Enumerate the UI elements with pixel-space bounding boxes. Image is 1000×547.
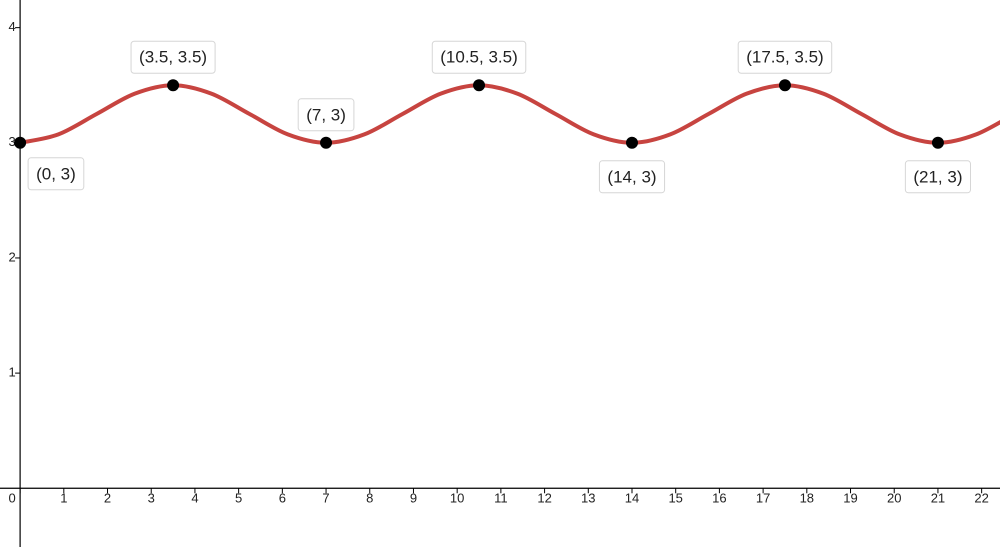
point-label-bg <box>431 40 527 74</box>
x-tick-label: 21 <box>931 491 945 506</box>
y-tick-label: 1 <box>8 365 15 380</box>
point-label-box: (7, 3) <box>297 98 355 132</box>
point-label-box: (0, 3) <box>27 157 85 191</box>
x-tick-label: 16 <box>712 491 726 506</box>
point-label-box: (10.5, 3.5) <box>431 40 527 74</box>
point-label: (0, 3) <box>36 164 76 183</box>
x-tick-label: 8 <box>366 491 373 506</box>
point-label-box: (3.5, 3.5) <box>130 40 216 74</box>
y-tick-label: 4 <box>8 19 15 34</box>
x-tick-label: 19 <box>843 491 857 506</box>
x-tick-label: 11 <box>494 491 508 506</box>
point-label-bg <box>27 157 85 191</box>
x-tick-label: 6 <box>279 491 286 506</box>
point-label: (10.5, 3.5) <box>440 48 518 67</box>
x-tick-label: 9 <box>410 491 417 506</box>
x-tick-label: 5 <box>235 491 242 506</box>
point-label-box: (21, 3) <box>904 160 972 194</box>
x-tick-label: 3 <box>148 491 155 506</box>
point-label: (3.5, 3.5) <box>139 48 207 67</box>
x-tick-label: 17 <box>756 491 770 506</box>
x-tick-label: 20 <box>887 491 901 506</box>
point-label-bg <box>737 40 833 74</box>
x-tick-label: 14 <box>625 491 639 506</box>
x-tick-label: 10 <box>450 491 464 506</box>
point-label-box: (17.5, 3.5) <box>737 40 833 74</box>
point-label-bg <box>297 98 355 132</box>
point <box>778 79 791 92</box>
point <box>14 136 27 149</box>
x-tick-label: 13 <box>581 491 595 506</box>
x-tick-label: 15 <box>668 491 682 506</box>
y-tick-label: 3 <box>8 134 15 149</box>
point-label: (7, 3) <box>306 105 346 124</box>
point-label-bg <box>130 40 216 74</box>
x-tick-label: 1 <box>60 491 67 506</box>
point-label-box: (14, 3) <box>598 160 666 194</box>
point <box>320 136 333 149</box>
x-tick-label: 18 <box>800 491 814 506</box>
point <box>931 136 944 149</box>
x-tick-label: 2 <box>104 491 111 506</box>
point <box>473 79 486 92</box>
point-label-bg <box>904 160 972 194</box>
curve <box>18 83 1000 145</box>
x-tick-label: 0 <box>8 491 15 506</box>
y-tick-label: 2 <box>8 249 15 264</box>
point <box>167 79 180 92</box>
plot-area <box>18 83 1000 145</box>
point-label: (14, 3) <box>607 167 656 186</box>
x-tick-label: 7 <box>322 491 329 506</box>
point-label: (17.5, 3.5) <box>746 48 824 67</box>
x-tick-label: 4 <box>191 491 198 506</box>
point-label-bg <box>598 160 666 194</box>
point <box>625 136 638 149</box>
x-tick-label: 22 <box>974 491 988 506</box>
point-label: (21, 3) <box>913 167 962 186</box>
x-tick-label: 12 <box>537 491 551 506</box>
